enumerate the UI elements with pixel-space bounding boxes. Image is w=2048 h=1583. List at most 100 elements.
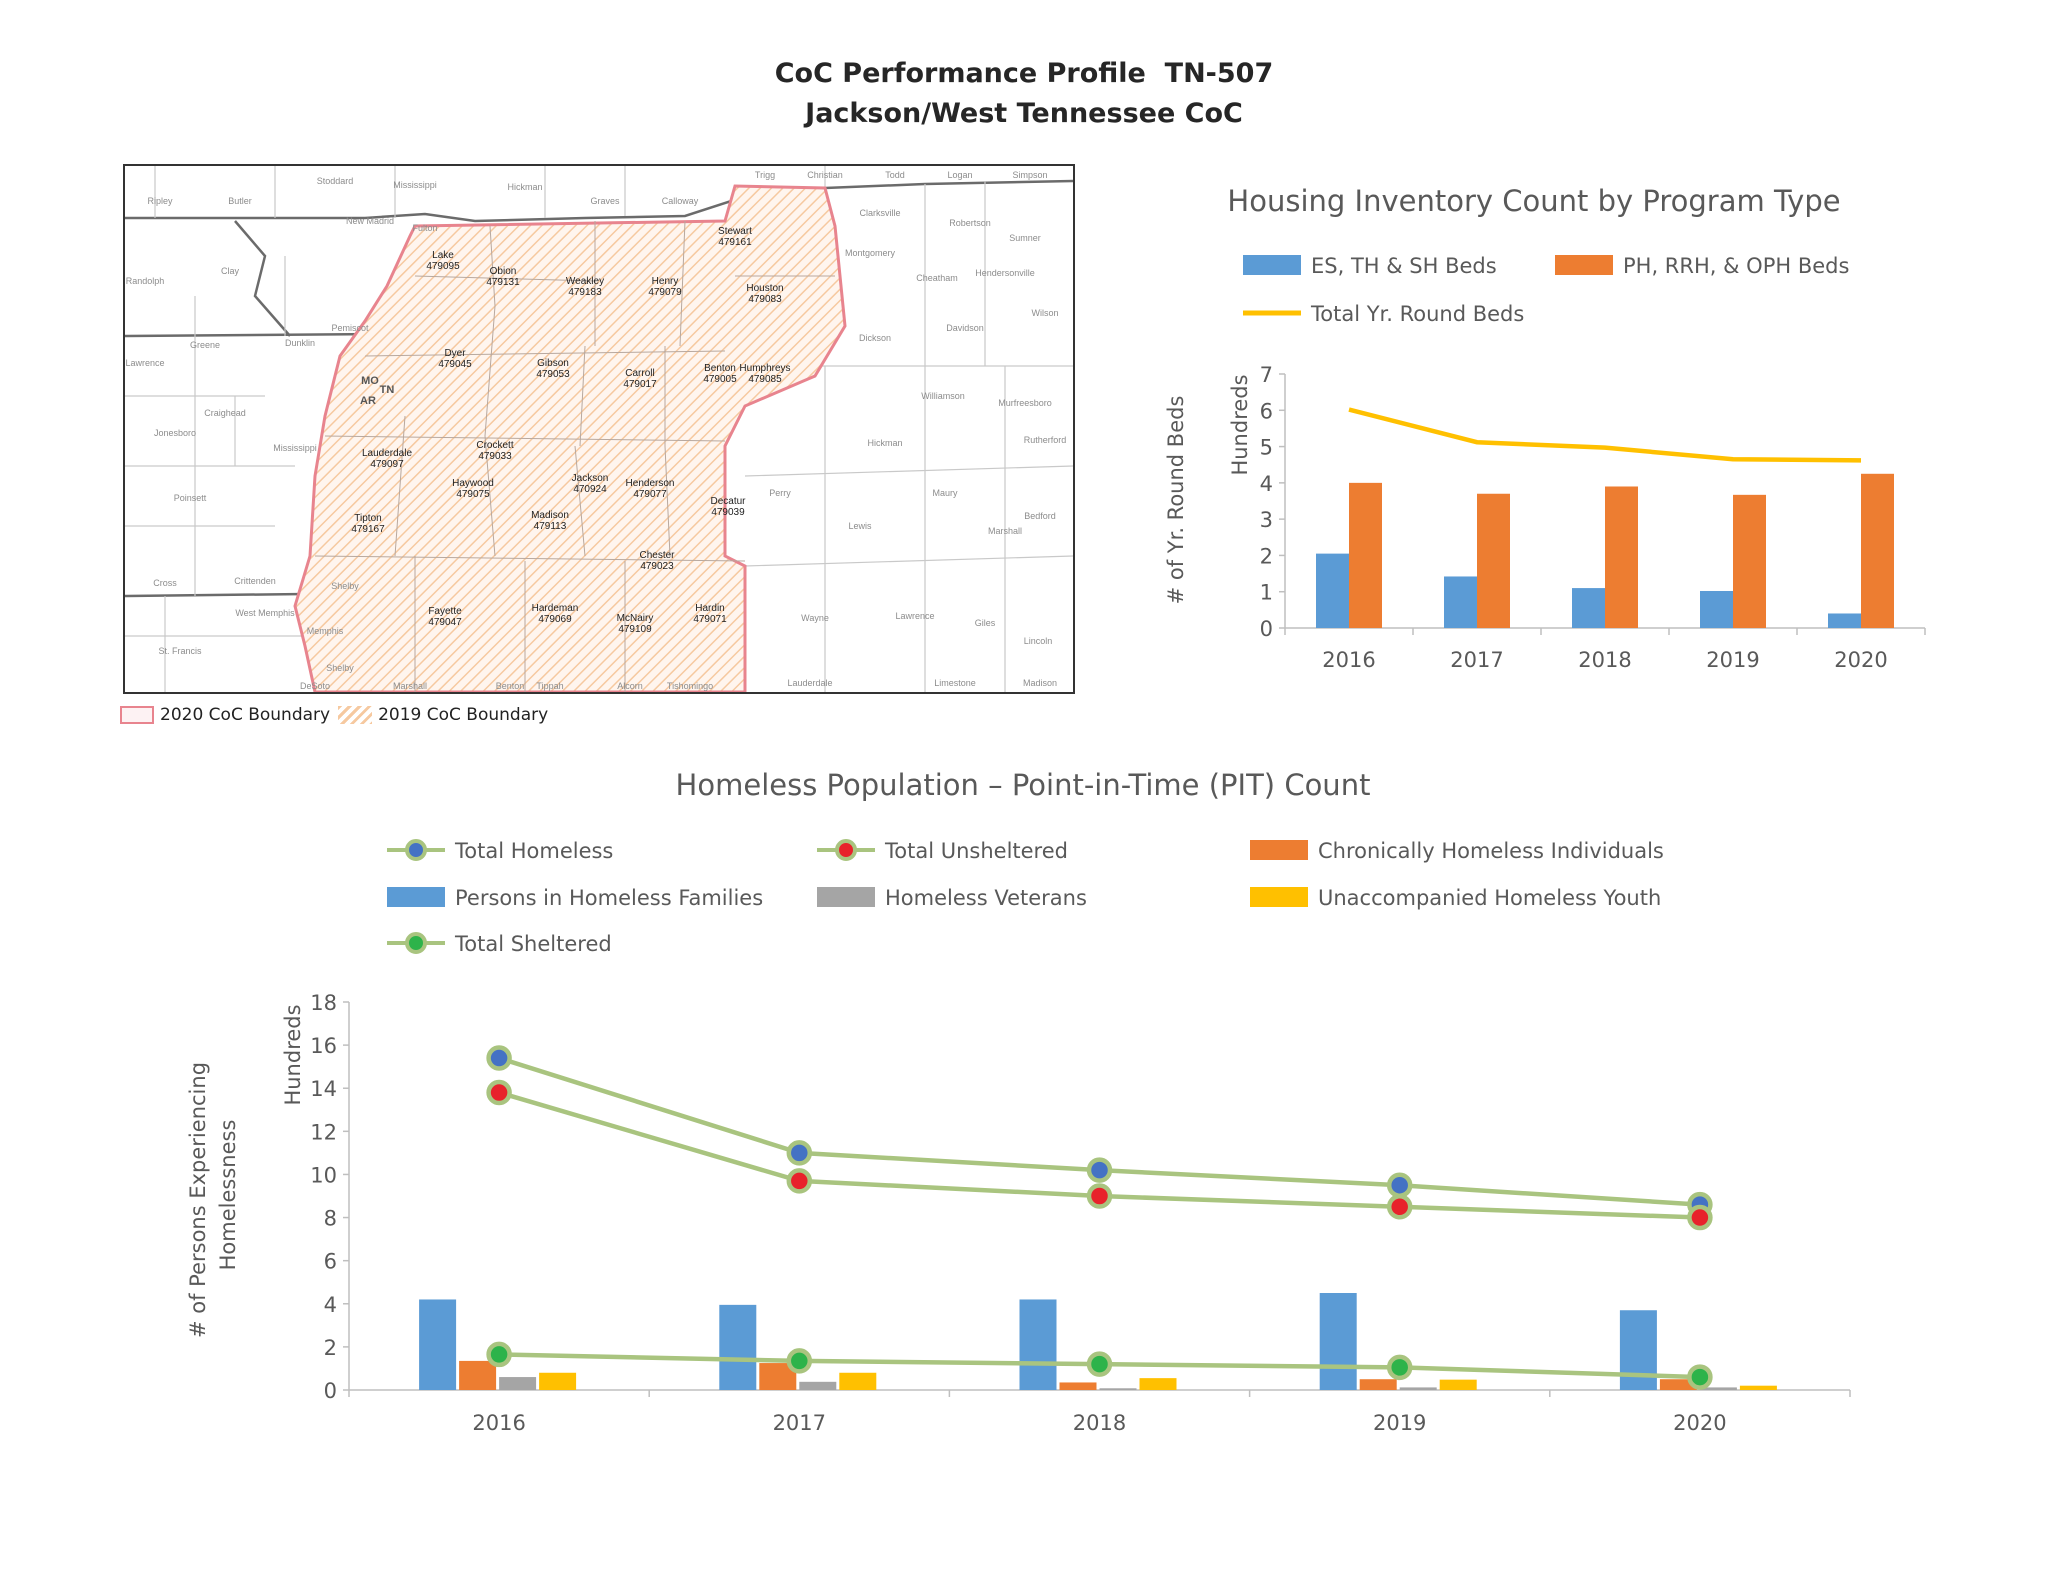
county-code-12: 479097 bbox=[370, 459, 404, 470]
county-code-21: 479069 bbox=[538, 614, 572, 625]
other-county-labels: Stoddard Mississippi Hickman Graves Calloway… bbox=[125, 170, 1066, 691]
pit-y-tick-label: 12 bbox=[310, 1120, 337, 1144]
hic-chart-title: Housing Inventory Count by Program Type bbox=[1227, 184, 1840, 218]
other-county-37: Perry bbox=[769, 488, 791, 498]
other-county-33: Mississippi bbox=[273, 443, 317, 453]
legend-swatch-2020 bbox=[120, 706, 154, 724]
pit-bar bbox=[799, 1381, 837, 1390]
pit-x-tick-label: 2017 bbox=[773, 1411, 826, 1435]
pit-line-marker bbox=[1086, 1157, 1113, 1183]
hic-y-tick-label: 3 bbox=[1260, 508, 1273, 532]
other-county-60: Limestone bbox=[934, 678, 976, 688]
pit-line bbox=[498, 1090, 1700, 1220]
other-county-5: Trigg bbox=[755, 170, 775, 180]
pit-legend-label-6: Total Sheltered bbox=[454, 932, 612, 956]
hic-bar bbox=[1444, 576, 1477, 628]
hic-legend-label-1: PH, RRH, & OPH Beds bbox=[1623, 254, 1849, 278]
hic-x-tick-label: 2016 bbox=[1322, 648, 1375, 672]
state-label-tn: TN bbox=[380, 384, 395, 396]
pit-bar bbox=[539, 1372, 577, 1390]
pit-x-tick-label: 2020 bbox=[1673, 1411, 1726, 1435]
other-county-27: Dickson bbox=[859, 333, 891, 343]
other-county-12: New Madrid bbox=[346, 216, 394, 226]
pit-bar bbox=[839, 1372, 877, 1390]
other-county-6: Christian bbox=[807, 170, 843, 180]
county-name-23: Hardin bbox=[695, 603, 724, 614]
other-county-1: Mississippi bbox=[393, 180, 437, 190]
other-county-2: Hickman bbox=[507, 182, 542, 192]
pit-bar bbox=[1439, 1379, 1477, 1390]
other-county-7: Todd bbox=[885, 170, 905, 180]
other-county-11: Butler bbox=[228, 196, 252, 206]
pit-line-marker bbox=[1687, 1191, 1713, 1218]
other-county-14: Clarksville bbox=[859, 208, 900, 218]
county-name-5: Houston bbox=[746, 283, 783, 294]
other-county-10: Ripley bbox=[147, 196, 173, 206]
county-name-11: Crockett bbox=[476, 440, 513, 451]
other-county-46: Wayne bbox=[801, 613, 829, 623]
other-county-23: Pemiscot bbox=[331, 323, 369, 333]
other-county-15: Robertson bbox=[949, 218, 991, 228]
pit-line-marker bbox=[1687, 1364, 1713, 1390]
other-county-40: Marshall bbox=[988, 526, 1022, 536]
hic-y-tick-label: 5 bbox=[1260, 436, 1273, 460]
other-county-3: Graves bbox=[590, 196, 620, 206]
pit-bar bbox=[1019, 1299, 1057, 1390]
county-name-7: Gibson bbox=[537, 358, 569, 369]
pit-legend-label-3: Chronically Homeless Individuals bbox=[1318, 839, 1664, 863]
map-base bbox=[124, 166, 1074, 692]
pit-bar bbox=[419, 1299, 457, 1390]
county-name-9: Benton bbox=[704, 363, 736, 374]
other-county-54: Marshall bbox=[393, 681, 427, 691]
other-county-36: Poinsett bbox=[174, 493, 207, 503]
pit-x-tick-label: 2018 bbox=[1073, 1411, 1126, 1435]
county-name-6: Dyer bbox=[444, 348, 466, 359]
page-title: CoC Performance Profile TN-507 bbox=[0, 58, 2048, 89]
pit-y-tick-label: 6 bbox=[324, 1250, 337, 1274]
other-county-49: Lincoln bbox=[1024, 636, 1053, 646]
hic-legend-label-0: ES, TH & SH Beds bbox=[1311, 254, 1497, 278]
other-county-61: Madison bbox=[1023, 678, 1057, 688]
hic-x-tick-label: 2017 bbox=[1450, 648, 1503, 672]
county-code-13: 470924 bbox=[573, 484, 607, 495]
county-code-16: 479113 bbox=[534, 521, 567, 532]
other-county-24: Davidson bbox=[946, 323, 984, 333]
mo-ar-line bbox=[124, 332, 386, 338]
hic-y-tick-label: 7 bbox=[1260, 363, 1273, 387]
other-county-4: Calloway bbox=[662, 196, 699, 206]
pit-line bbox=[499, 1352, 1700, 1380]
pit-y-tick-label: 0 bbox=[324, 1379, 337, 1403]
pit-bar bbox=[1099, 1388, 1137, 1390]
other-county-29: Craighead bbox=[204, 408, 246, 418]
county-name-8: Carroll bbox=[625, 368, 654, 379]
county-name-19: Chester bbox=[639, 550, 675, 561]
pit-y-tick-label: 2 bbox=[324, 1336, 337, 1360]
other-county-59: Lauderdale bbox=[787, 678, 832, 688]
pit-line-marker bbox=[486, 1045, 512, 1071]
pit-legend-label-5: Unaccompanied Homeless Youth bbox=[1318, 886, 1661, 910]
pit-bar bbox=[759, 1363, 797, 1390]
other-county-20: Cheatham bbox=[916, 273, 958, 283]
hic-bar bbox=[1861, 473, 1894, 628]
pit-legend-swatch-4 bbox=[817, 887, 875, 907]
mo-ar-border bbox=[234, 220, 291, 337]
pit-bar bbox=[459, 1360, 497, 1390]
pit-legend-label-0: Total Homeless bbox=[454, 839, 613, 863]
pit-bar bbox=[719, 1304, 757, 1390]
hic-legend-swatch-0 bbox=[1243, 255, 1301, 275]
other-county-21: Hendersonville bbox=[975, 268, 1035, 278]
pit-legend: Total Homeless Total Unsheltered Persons i… bbox=[387, 839, 1664, 956]
county-code-19: 479023 bbox=[640, 561, 674, 572]
other-county-22: Wilson bbox=[1031, 308, 1058, 318]
legend-swatch-2019 bbox=[338, 706, 373, 724]
other-county-19: Clay bbox=[221, 266, 240, 276]
coc-map: Lake 479095 Obion 479131 Weakley 479183 Henry 4… bbox=[123, 164, 1075, 694]
other-county-51: Shelby bbox=[326, 663, 354, 673]
pit-legend-marker-1 bbox=[835, 839, 857, 861]
county-name-13: Jackson bbox=[572, 473, 609, 484]
county-name-16: Madison bbox=[531, 510, 569, 521]
pit-bar bbox=[1399, 1387, 1437, 1390]
county-code-8: 479017 bbox=[623, 379, 657, 390]
other-county-56: Tippah bbox=[536, 681, 563, 691]
pit-line-marker bbox=[1386, 1172, 1413, 1198]
